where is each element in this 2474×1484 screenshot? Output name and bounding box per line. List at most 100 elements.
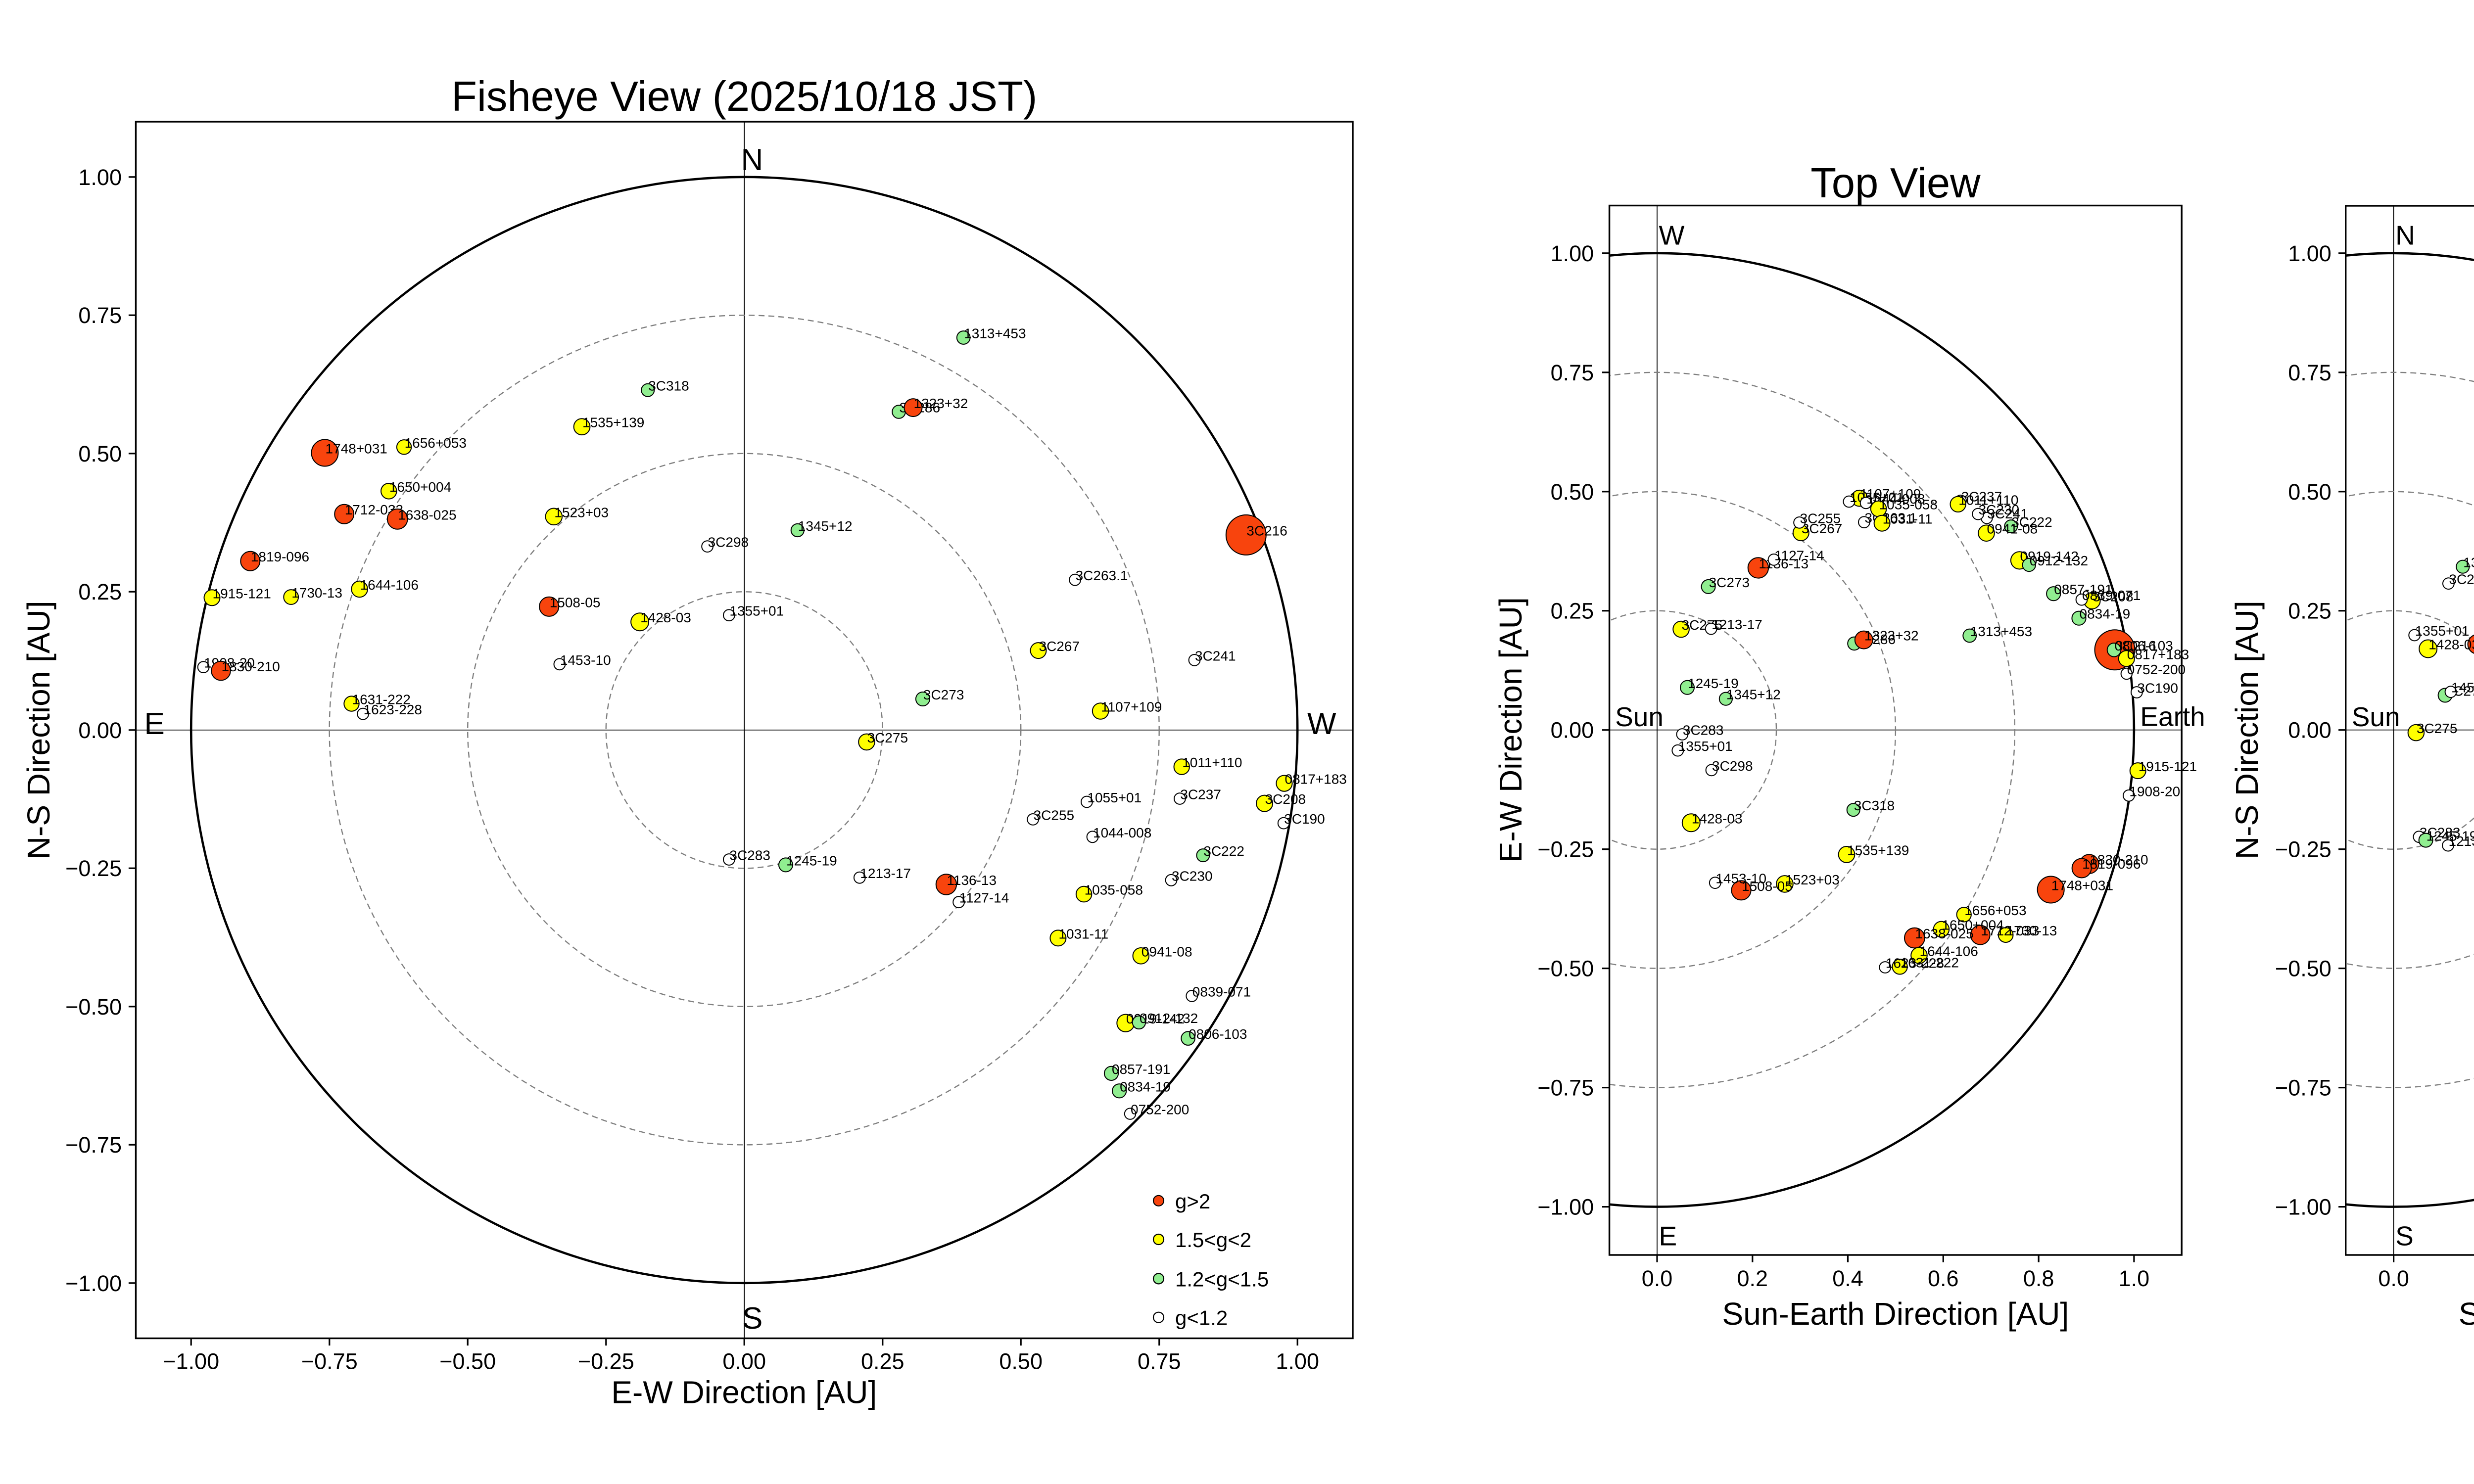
svg-text:1819-096: 1819-096 — [251, 549, 309, 564]
svg-text:3C222: 3C222 — [2011, 514, 2052, 530]
svg-text:−0.50: −0.50 — [2275, 956, 2331, 981]
svg-text:W: W — [1307, 707, 1336, 741]
svg-text:3C275: 3C275 — [2417, 721, 2458, 736]
svg-text:3C273: 3C273 — [1709, 575, 1750, 590]
svg-text:0.50: 0.50 — [78, 441, 122, 466]
svg-text:Sun: Sun — [1615, 701, 1664, 732]
svg-text:3C318: 3C318 — [1854, 798, 1895, 813]
svg-text:0.25: 0.25 — [78, 579, 122, 604]
svg-text:−1.00: −1.00 — [163, 1348, 219, 1374]
svg-text:3C237: 3C237 — [1961, 489, 2002, 504]
svg-text:1730-13: 1730-13 — [2006, 923, 2057, 938]
svg-text:1638-025: 1638-025 — [1915, 926, 1973, 941]
svg-text:1245-19: 1245-19 — [1688, 676, 1739, 691]
svg-text:N: N — [741, 143, 763, 177]
svg-text:E: E — [1659, 1221, 1677, 1252]
svg-text:0857-191: 0857-191 — [1112, 1062, 1170, 1077]
svg-text:1245-19: 1245-19 — [786, 853, 837, 868]
svg-text:3C267: 3C267 — [1039, 639, 1080, 654]
svg-text:3C190: 3C190 — [1284, 811, 1325, 827]
svg-text:Earth: Earth — [2140, 701, 2205, 732]
svg-text:1355+01: 1355+01 — [2415, 623, 2470, 639]
svg-text:3C208: 3C208 — [2093, 589, 2134, 604]
svg-text:0.8: 0.8 — [2023, 1266, 2054, 1291]
svg-text:3C241: 3C241 — [1987, 506, 2028, 521]
svg-text:1127-14: 1127-14 — [959, 890, 1009, 906]
svg-text:1011+110: 1011+110 — [1182, 755, 1242, 770]
svg-text:Sun: Sun — [2352, 701, 2400, 732]
svg-text:−0.75: −0.75 — [2275, 1075, 2331, 1101]
svg-text:1623-228: 1623-228 — [364, 702, 422, 717]
svg-text:3C263.1: 3C263.1 — [1076, 568, 1128, 583]
svg-text:1523+03: 1523+03 — [1785, 872, 1840, 887]
svg-text:0.50: 0.50 — [2288, 479, 2331, 505]
svg-text:N-S Direction [AU]: N-S Direction [AU] — [2229, 601, 2265, 859]
svg-text:1355+01: 1355+01 — [729, 603, 784, 619]
svg-text:−1.00: −1.00 — [65, 1271, 122, 1296]
svg-text:−0.75: −0.75 — [301, 1348, 358, 1374]
svg-text:0.25: 0.25 — [2288, 599, 2331, 624]
svg-text:W: W — [1659, 220, 1685, 251]
svg-text:3C283: 3C283 — [1683, 723, 1724, 738]
svg-text:0.50: 0.50 — [999, 1348, 1043, 1374]
svg-text:1631-222: 1631-222 — [1901, 955, 1959, 970]
svg-text:1453-10: 1453-10 — [1715, 871, 1766, 886]
svg-text:1748+031: 1748+031 — [326, 441, 387, 457]
svg-text:1323+32: 1323+32 — [914, 396, 968, 411]
svg-text:0.0: 0.0 — [2378, 1266, 2409, 1291]
svg-text:−0.75: −0.75 — [65, 1132, 122, 1158]
svg-text:3C267: 3C267 — [1802, 521, 1843, 536]
svg-text:−0.50: −0.50 — [1537, 956, 1594, 981]
svg-text:1136-13: 1136-13 — [1759, 556, 1808, 571]
svg-text:S: S — [2395, 1221, 2414, 1252]
svg-text:S: S — [742, 1301, 762, 1336]
svg-text:1313+453: 1313+453 — [964, 326, 1026, 341]
svg-text:1031-11: 1031-11 — [1883, 511, 1933, 527]
svg-text:1136-13: 1136-13 — [947, 873, 997, 888]
svg-text:1213-17: 1213-17 — [860, 866, 911, 881]
svg-text:3C230: 3C230 — [1979, 502, 2020, 517]
svg-text:−0.50: −0.50 — [439, 1348, 496, 1374]
svg-text:Sun-Earth Direction [AU]: Sun-Earth Direction [AU] — [1722, 1296, 2069, 1332]
svg-text:1345+12: 1345+12 — [2463, 555, 2474, 570]
svg-text:0806-103: 0806-103 — [1189, 1026, 1247, 1042]
svg-text:1011+110: 1011+110 — [1958, 492, 2018, 508]
svg-text:1055+01: 1055+01 — [1087, 790, 1142, 805]
svg-text:1830-210: 1830-210 — [2090, 852, 2148, 868]
svg-text:0.00: 0.00 — [1551, 718, 1594, 743]
svg-text:1508-05: 1508-05 — [550, 595, 601, 610]
svg-text:1345+12: 1345+12 — [798, 518, 853, 534]
svg-text:1453-10: 1453-10 — [2451, 680, 2474, 696]
svg-text:N: N — [2395, 220, 2415, 251]
svg-text:0.75: 0.75 — [2288, 360, 2331, 385]
svg-text:3C208: 3C208 — [1265, 791, 1306, 807]
svg-text:1323+32: 1323+32 — [1864, 628, 1919, 644]
svg-text:1644-106: 1644-106 — [1920, 943, 1978, 959]
svg-text:1127-14: 1127-14 — [1774, 548, 1824, 563]
svg-text:0912-132: 0912-132 — [1140, 1011, 1198, 1026]
svg-text:0.75: 0.75 — [1551, 360, 1594, 385]
svg-text:1035-058: 1035-058 — [1085, 882, 1143, 898]
svg-text:0817+183: 0817+183 — [1285, 772, 1347, 787]
svg-text:3C237: 3C237 — [1180, 787, 1221, 802]
svg-text:−0.25: −0.25 — [2275, 837, 2331, 862]
svg-text:0752-200: 0752-200 — [2127, 662, 2186, 677]
svg-text:E: E — [144, 707, 165, 741]
svg-text:0.25: 0.25 — [861, 1348, 904, 1374]
svg-text:0.0: 0.0 — [1642, 1266, 1673, 1291]
svg-text:3C273: 3C273 — [923, 687, 964, 702]
svg-text:0.6: 0.6 — [1928, 1266, 1959, 1291]
svg-text:g<1.2: g<1.2 — [1175, 1306, 1228, 1330]
svg-text:1508-05: 1508-05 — [1742, 879, 1793, 894]
svg-text:0.2: 0.2 — [1737, 1266, 1768, 1291]
svg-text:0.00: 0.00 — [78, 718, 122, 743]
svg-text:1.0: 1.0 — [2119, 1266, 2150, 1291]
svg-text:1.00: 1.00 — [1551, 241, 1594, 266]
svg-text:1638-025: 1638-025 — [398, 507, 456, 522]
svg-text:−1.00: −1.00 — [1537, 1195, 1594, 1220]
svg-text:1355+01: 1355+01 — [1678, 739, 1733, 754]
svg-text:Fisheye View (2025/10/18 JST): Fisheye View (2025/10/18 JST) — [451, 73, 1037, 120]
svg-text:0839-071: 0839-071 — [1192, 984, 1251, 999]
svg-text:1631-222: 1631-222 — [352, 692, 411, 707]
svg-text:1730-13: 1730-13 — [291, 585, 342, 601]
